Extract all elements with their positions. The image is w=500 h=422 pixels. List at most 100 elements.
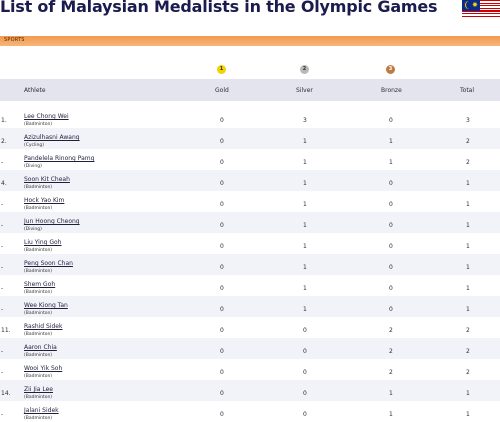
rank: 4. [1,180,7,187]
total-count: 1 [466,180,470,187]
table-row: - Peng Soon Chan (Badminton) 0 1 0 1 [0,254,500,275]
table-row: 14. Zii Jia Lee (Badminton) 0 0 1 1 [0,380,500,401]
athlete-link[interactable]: Soon Kit Cheah [24,176,70,183]
sport: (Badminton) [24,353,53,358]
sport: (Badminton) [24,395,53,400]
silver-count: 0 [303,411,307,418]
athlete-link[interactable]: Zii Jia Lee [24,386,53,393]
sport: (Badminton) [24,122,53,127]
gold-count: 0 [220,159,224,166]
gold-count: 0 [220,222,224,229]
bronze-medal-icon: 3 [386,65,395,74]
header-athlete[interactable]: Athlete [24,87,46,94]
rank: - [1,264,4,271]
athlete-link[interactable]: Wooi Yik Soh [24,365,63,372]
athlete-link[interactable]: Pandelela Rinong Pamg [24,155,95,162]
total-count: 1 [466,285,470,292]
total-count: 1 [466,201,470,208]
silver-count: 0 [303,348,307,355]
table-row: - Jun Hoong Cheong (Diving) 0 1 0 1 [0,212,500,233]
gold-count: 0 [220,138,224,145]
sport: (Diving) [24,227,42,232]
total-count: 1 [466,243,470,250]
bronze-count: 0 [389,201,393,208]
sport: (Badminton) [24,311,53,316]
header-bronze[interactable]: Bronze [381,87,402,94]
total-count: 2 [466,159,470,166]
table-header: Athlete Gold Silver Bronze Total [0,79,500,101]
header-silver[interactable]: Silver [296,87,313,94]
total-count: 1 [466,306,470,313]
athlete-link[interactable]: Aaron Chia [24,344,57,351]
header-gold[interactable]: Gold [215,87,229,94]
athlete-link[interactable]: Rashid Sidek [24,323,63,330]
rank: - [1,159,4,166]
bronze-count: 1 [389,390,393,397]
athlete-link[interactable]: Lee Chong Wei [24,113,69,120]
sport: (Badminton) [24,332,53,337]
bronze-count: 0 [389,117,393,124]
athlete-link[interactable]: Hock Yao Kim [24,197,65,204]
bronze-count: 2 [389,327,393,334]
table-row: - Wooi Yik Soh (Badminton) 0 0 2 2 [0,359,500,380]
bronze-count: 1 [389,138,393,145]
silver-count: 1 [303,138,307,145]
bronze-count: 0 [389,243,393,250]
gold-count: 0 [220,285,224,292]
athlete-link[interactable]: Jun Hoong Cheong [24,218,80,225]
athlete-link[interactable]: Wee Kiong Tan [24,302,68,309]
rank: - [1,222,4,229]
table-row: - Jalani Sidek (Badminton) 0 0 1 1 [0,401,500,422]
total-count: 2 [466,348,470,355]
athlete-link[interactable]: Jalani Sidek [24,407,59,414]
athlete-link[interactable]: Azizulhasni Awang [24,134,80,141]
table-row: - Hock Yao Kim (Badminton) 0 1 0 1 [0,191,500,212]
rank: - [1,306,4,313]
rank: - [1,348,4,355]
gold-count: 0 [220,180,224,187]
category-label[interactable]: SPORTS [4,37,25,43]
bronze-count: 0 [389,306,393,313]
sport: (Cycling) [24,143,44,148]
gold-count: 0 [220,117,224,124]
header-total[interactable]: Total [460,87,475,94]
gold-count: 0 [220,327,224,334]
total-count: 2 [466,138,470,145]
sport: (Badminton) [24,416,53,421]
silver-count: 1 [303,180,307,187]
sport: (Badminton) [24,206,53,211]
table-row: 2. Azizulhasni Awang (Cycling) 0 1 1 2 [0,128,500,149]
gold-count: 0 [220,369,224,376]
bronze-count: 0 [389,180,393,187]
bronze-count: 1 [389,159,393,166]
bronze-count: 0 [389,222,393,229]
athlete-link[interactable]: Shem Goh [24,281,56,288]
total-count: 2 [466,327,470,334]
rank: - [1,201,4,208]
table-row: - Pandelela Rinong Pamg (Diving) 0 1 1 2 [0,149,500,170]
category-band: SPORTS [0,36,500,46]
silver-count: 1 [303,159,307,166]
sport: (Badminton) [24,248,53,253]
total-count: 1 [466,222,470,229]
table-row: 11. Rashid Sidek (Badminton) 0 0 2 2 [0,317,500,338]
gold-count: 0 [220,264,224,271]
gold-count: 0 [220,201,224,208]
silver-count: 1 [303,243,307,250]
silver-count: 1 [303,264,307,271]
bronze-count: 1 [389,411,393,418]
rank: 14. [1,390,11,397]
rank: - [1,285,4,292]
total-count: 2 [466,369,470,376]
page-title: List of Malaysian Medalists in the Olymp… [0,0,438,16]
athlete-link[interactable]: Liu Ying Goh [24,239,62,246]
bronze-count: 0 [389,264,393,271]
sport: (Badminton) [24,374,53,379]
rank: 2. [1,138,7,145]
silver-count: 1 [303,201,307,208]
rank: - [1,411,4,418]
rank: 11. [1,327,11,334]
athlete-link[interactable]: Peng Soon Chan [24,260,73,267]
bronze-count: 2 [389,348,393,355]
table-row: 1. Lee Chong Wei (Badminton) 0 3 0 3 [0,107,500,128]
